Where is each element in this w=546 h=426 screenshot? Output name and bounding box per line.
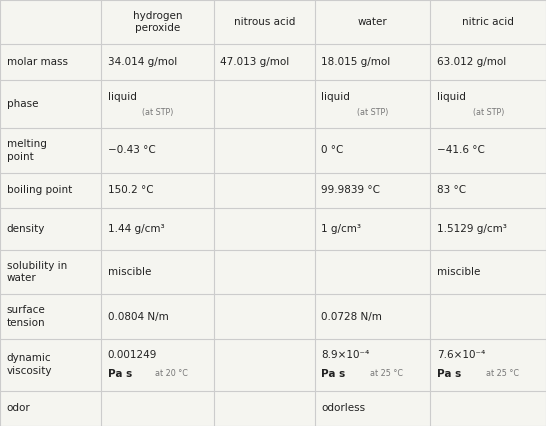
Text: molar mass: molar mass	[7, 57, 68, 67]
Text: 83 °C: 83 °C	[437, 185, 466, 195]
Text: (at STP): (at STP)	[142, 108, 173, 117]
Text: phase: phase	[7, 99, 38, 109]
Text: 18.015 g/mol: 18.015 g/mol	[322, 57, 391, 67]
Text: hydrogen
peroxide: hydrogen peroxide	[133, 11, 182, 33]
Text: at 20 °C: at 20 °C	[155, 369, 188, 378]
Text: at 25 °C: at 25 °C	[485, 369, 519, 378]
Text: nitrous acid: nitrous acid	[234, 17, 295, 27]
Text: water: water	[358, 17, 388, 27]
Text: Pa s: Pa s	[108, 369, 132, 379]
Text: solubility in
water: solubility in water	[7, 261, 67, 283]
Text: 8.9×10⁻⁴: 8.9×10⁻⁴	[322, 350, 370, 360]
Text: liquid: liquid	[322, 92, 351, 102]
Text: 0 °C: 0 °C	[322, 145, 344, 155]
Text: (at STP): (at STP)	[357, 108, 388, 117]
Text: −41.6 °C: −41.6 °C	[437, 145, 485, 155]
Text: odor: odor	[7, 403, 30, 413]
Text: −0.43 °C: −0.43 °C	[108, 145, 156, 155]
Text: melting
point: melting point	[7, 139, 46, 161]
Text: 1 g/cm³: 1 g/cm³	[322, 224, 361, 234]
Text: 7.6×10⁻⁴: 7.6×10⁻⁴	[437, 350, 485, 360]
Text: (at STP): (at STP)	[472, 108, 504, 117]
Text: 99.9839 °C: 99.9839 °C	[322, 185, 381, 195]
Text: 1.44 g/cm³: 1.44 g/cm³	[108, 224, 164, 234]
Text: Pa s: Pa s	[437, 369, 461, 379]
Text: 34.014 g/mol: 34.014 g/mol	[108, 57, 177, 67]
Text: liquid: liquid	[437, 92, 466, 102]
Text: at 25 °C: at 25 °C	[370, 369, 403, 378]
Text: density: density	[7, 224, 45, 234]
Text: miscible: miscible	[437, 267, 480, 277]
Text: 0.001249: 0.001249	[108, 350, 157, 360]
Text: Pa s: Pa s	[322, 369, 346, 379]
Text: liquid: liquid	[108, 92, 136, 102]
Text: 1.5129 g/cm³: 1.5129 g/cm³	[437, 224, 507, 234]
Text: boiling point: boiling point	[7, 185, 72, 195]
Text: 150.2 °C: 150.2 °C	[108, 185, 153, 195]
Text: 63.012 g/mol: 63.012 g/mol	[437, 57, 506, 67]
Text: nitric acid: nitric acid	[462, 17, 514, 27]
Text: 47.013 g/mol: 47.013 g/mol	[221, 57, 289, 67]
Text: odorless: odorless	[322, 403, 366, 413]
Text: dynamic
viscosity: dynamic viscosity	[7, 354, 52, 376]
Text: 0.0804 N/m: 0.0804 N/m	[108, 311, 168, 322]
Text: 0.0728 N/m: 0.0728 N/m	[322, 311, 382, 322]
Text: surface
tension: surface tension	[7, 305, 45, 328]
Text: miscible: miscible	[108, 267, 151, 277]
